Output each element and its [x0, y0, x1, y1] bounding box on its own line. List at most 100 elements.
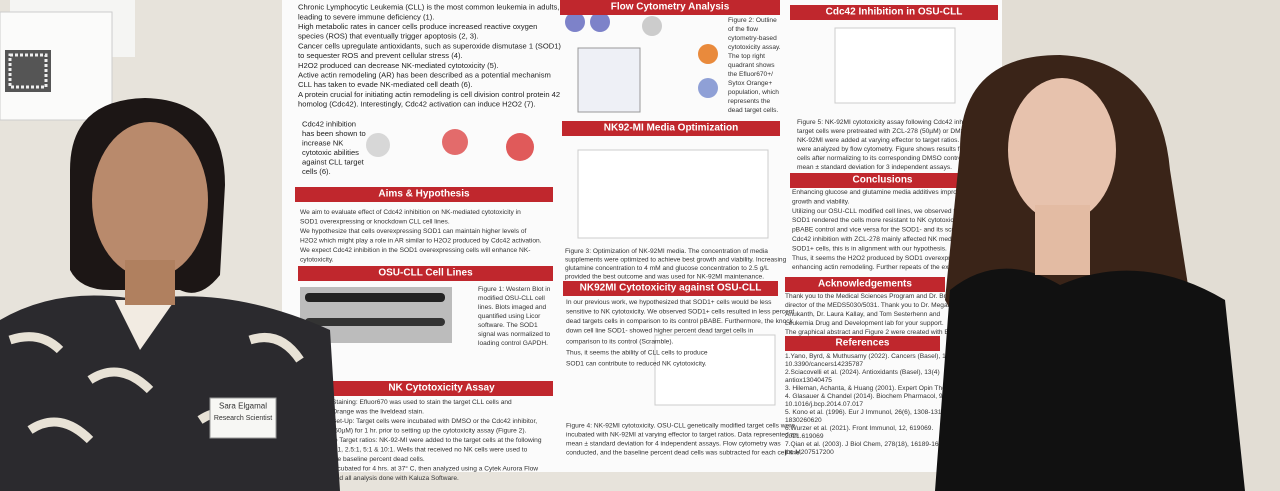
- blouse: [0, 295, 340, 491]
- poster-text: Chronic Lymphocytic Leukemia (CLL) is th…: [298, 3, 559, 12]
- poster-text: modified OSU-CLL cell: [478, 295, 545, 302]
- poster-text: glutamine concentration to 4 mM and gluc…: [565, 265, 769, 272]
- poster-text: down cell line SOD1- showed higher perce…: [566, 328, 754, 335]
- poster-text: represents the: [728, 98, 770, 105]
- poster-text: 7.Qian et al. (2003). J Biol Chem, 278(1…: [785, 441, 952, 448]
- poster-text: 4. Glasauer & Chandel (2014). Biochem Ph…: [785, 393, 981, 400]
- poster-text: supplements were optimized to achieve be…: [565, 257, 787, 264]
- poster-text: cells after normalizing to its correspon…: [797, 155, 1027, 162]
- poster-text: cytotoxicity assay.: [728, 44, 781, 51]
- poster-text: conducted, and the baseline percent dead…: [566, 450, 801, 457]
- name-tag-name: Sara Elgamal: [219, 402, 267, 411]
- poster-text: lines. Blots imaged and: [478, 304, 547, 311]
- poster-text: sensitive to NK cytotoxicity. We observe…: [566, 309, 794, 316]
- poster-text: Anukanth, Dr. Laura Kallay, and Tom Sest…: [785, 311, 941, 318]
- poster-text: loading control GAPDH.: [478, 340, 548, 347]
- poster-text: growth and viability.: [792, 198, 850, 205]
- poster-text: mean ± standard deviation for 4 independ…: [566, 441, 781, 448]
- qr-pattern: [8, 53, 48, 89]
- nk-chart: [654, 334, 776, 406]
- poster-text: cytometry-based: [728, 35, 777, 42]
- poster-text: CLL has taken to evade NK-mediated cell …: [298, 80, 472, 89]
- poster-text: Set-Up: Target cells were incubated with…: [332, 418, 537, 425]
- person-right: [935, 55, 1245, 491]
- poster-text: Cdc42 inhibition with ZCL-278 mainly aff…: [792, 236, 1007, 243]
- poster-text: were analyzed by flow cytometry. Figure …: [796, 146, 1016, 153]
- poster-text: Cancer cells upregulate antioxidants, su…: [298, 41, 561, 50]
- section-header-bar: [785, 277, 945, 292]
- poster-text: quantified using Licor: [478, 313, 541, 320]
- poster-text: Enhancing glucose and glutamine media ad…: [792, 189, 1000, 196]
- poster-text: has been shown to: [302, 129, 366, 138]
- poster-text: provided the best outcome and was used f…: [565, 274, 764, 281]
- poster-text: mean ± standard deviation for 3 independ…: [797, 164, 952, 171]
- neck: [1035, 205, 1090, 275]
- name-tag: [209, 397, 277, 439]
- poster-text: cytotoxicity.: [300, 257, 334, 264]
- poster-art: Chronic Lymphocytic Leukemia (CLL) is th…: [295, 0, 1027, 482]
- poster-text: antiox13040475: [785, 377, 832, 384]
- qr-code: [5, 50, 51, 92]
- poster-text: species (ROS) that eventually trigger ap…: [298, 32, 479, 41]
- cell-icon: [366, 133, 390, 157]
- poster-text: population, which: [728, 89, 779, 96]
- poster-text: A protein crucial for initiating actin r…: [298, 90, 560, 99]
- section-header-bar: [563, 281, 778, 296]
- poster-text: 5. Kono et al. (1996). Eur J Immunol, 26…: [785, 409, 947, 416]
- poster-text: Cdc42 inhibition: [302, 119, 356, 128]
- poster-text: dead target cells.: [728, 107, 778, 114]
- poster-text: against CLL target: [302, 157, 365, 166]
- poster-text: target cells were pretreated with ZCL-27…: [797, 128, 1017, 135]
- poster-text: High metabolic rates in cancer cells pro…: [298, 22, 537, 31]
- blot-band: [305, 293, 445, 302]
- section-header: Conclusions: [852, 174, 912, 185]
- poster-text: software. The SOD1: [478, 322, 538, 329]
- poster-text: SOD1 can contribute to reduced NK cytoto…: [566, 361, 707, 368]
- poster-text: 10.1016/j.bcp.2014.07.017: [785, 401, 863, 408]
- poster-text: The graphical abstract and Figure 2 were…: [785, 329, 977, 336]
- poster-text: Utilizing our OSU-CLL modified cell line…: [792, 208, 1011, 215]
- poster-text: Leukemia Drug and Development lab for yo…: [785, 320, 944, 327]
- poster-text: jbc.M207517200: [784, 449, 834, 456]
- poster-text: cells (6).: [302, 167, 331, 176]
- cell-icon: [506, 133, 534, 161]
- poster-text: the Efluor670+/: [728, 71, 773, 78]
- poster-text: Orange was the liveldead stain.: [332, 409, 424, 416]
- poster-text: director of the MEDS5030/5031. Thank you…: [785, 302, 952, 309]
- poster-text: Thus, it seems the ability of CLL cells …: [566, 350, 708, 357]
- section-header: Cdc42 Inhibition in OSU-CLL: [826, 6, 963, 17]
- poster-text: and all analysis done with Kaluza Softwa…: [332, 475, 459, 482]
- flow-plot: [577, 47, 641, 113]
- section-header-bar: [295, 187, 553, 202]
- section-header-bar: [785, 336, 940, 351]
- poster-text: We expect Cdc42 inhibition in the SOD1 o…: [300, 247, 530, 254]
- poster-text: of the flow: [728, 26, 758, 33]
- poster-text: We hypothesize that cells overexpressing…: [300, 228, 527, 235]
- poster-text: 1830260620: [785, 417, 822, 424]
- poster-text: cytotoxic abilities: [302, 148, 359, 157]
- section-header-bar: [330, 381, 553, 396]
- poster-text: Figure 4: NK-92MI cytotoxicity. OSU-CLL …: [566, 423, 795, 430]
- section-header-bar: [790, 5, 998, 20]
- poster-text: Thank you to the Medical Sciences Progra…: [785, 293, 963, 300]
- poster-text: 3. Hileman, Achanta, & Huang (2001). Exp…: [785, 385, 979, 392]
- section-header-bar: [562, 121, 780, 136]
- section-header: OSU-CLL Cell Lines: [378, 267, 473, 278]
- poster-text: Thus, it seems the H2O2 produced by SOD1…: [792, 255, 997, 262]
- section-header-bar: [298, 266, 553, 281]
- poster-text: homolog (Cdc42). Interestingly, Cdc42 ac…: [298, 100, 536, 109]
- cell-icon: [698, 44, 718, 64]
- poster-text: pBABE control and vice versa for the SOD…: [792, 227, 995, 234]
- cell-icon: [442, 129, 468, 155]
- poster-text: comparison to its control (Scramble).: [566, 339, 674, 346]
- poster-text: SOD1+ cells, this is in alignment with o…: [792, 245, 947, 252]
- section-header: NK92MI Cytotoxicity against OSU-CLL: [580, 282, 762, 293]
- poster-text: SOD1 rendered the cells more resistant t…: [792, 217, 1011, 224]
- poster-text: Incubated for 4 hrs. at 37° C, then anal…: [332, 465, 538, 473]
- person-left: [0, 98, 340, 491]
- undershirt: [115, 300, 175, 350]
- poster-text: leading to severe immune deficiency (1).: [298, 12, 434, 21]
- section-header: Acknowledgements: [818, 278, 912, 289]
